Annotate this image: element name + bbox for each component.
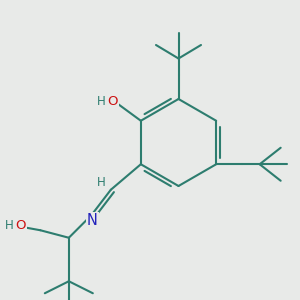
Text: H: H <box>5 219 14 232</box>
Text: H: H <box>97 176 106 189</box>
Text: O: O <box>16 219 26 232</box>
Text: H: H <box>97 95 105 108</box>
Text: O: O <box>108 95 118 108</box>
Text: N: N <box>87 213 98 228</box>
